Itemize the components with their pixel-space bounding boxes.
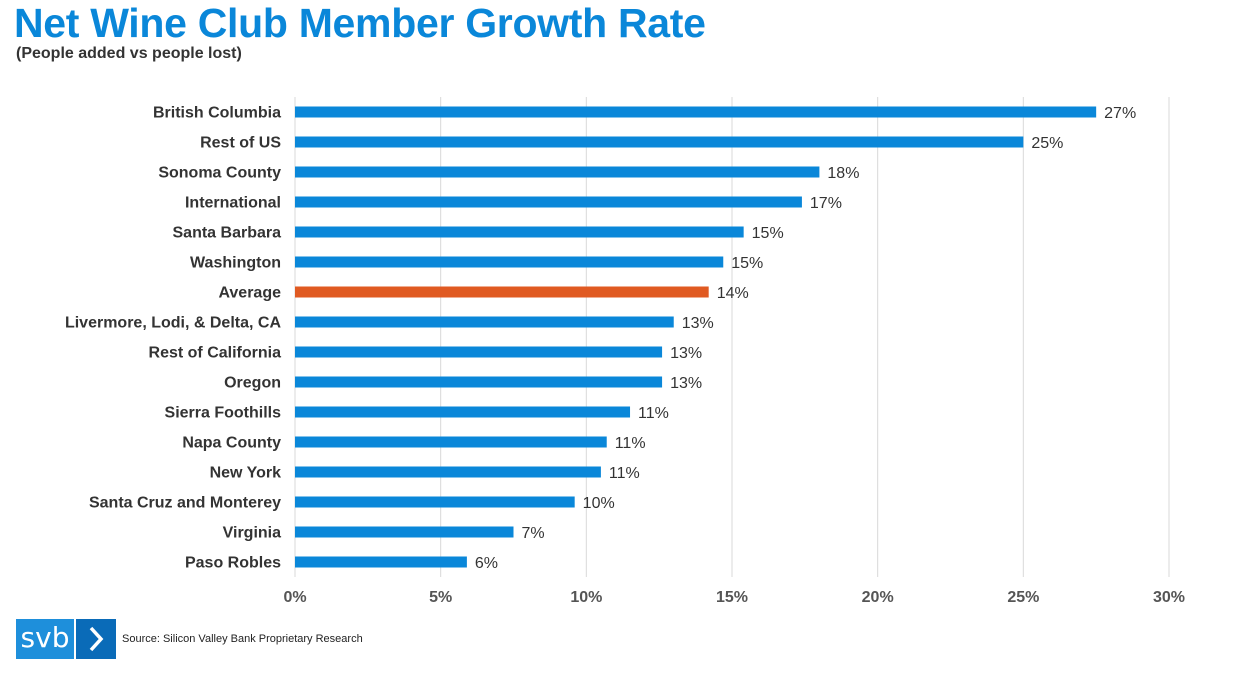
category-label: Rest of California (149, 345, 282, 362)
category-label: Sonoma County (158, 165, 281, 182)
bar-livermore-lodi-delta-ca (295, 316, 674, 328)
value-label: 11% (638, 405, 669, 422)
value-label: 25% (1031, 135, 1063, 152)
footer: svb Source: Silicon Valley Bank Propriet… (16, 619, 363, 659)
chart-title: Net Wine Club Member Growth Rate (14, 0, 706, 46)
category-label: Sierra Foothills (165, 405, 282, 422)
value-label: 13% (682, 315, 714, 332)
bar-santa-barbara (295, 226, 744, 238)
x-tick-label: 30% (1153, 589, 1185, 606)
value-label: 17% (810, 195, 842, 212)
bar-rest-of-california (295, 346, 663, 358)
category-label: Napa County (182, 435, 281, 452)
category-label: Washington (190, 255, 281, 272)
value-label: 14% (717, 285, 749, 302)
chart-subtitle: (People added vs people lost) (16, 45, 242, 62)
category-label: Average (218, 285, 281, 302)
bar-rest-of-us (295, 136, 1024, 148)
value-label: 11% (609, 465, 640, 482)
category-label: Livermore, Lodi, & Delta, CA (65, 315, 281, 332)
category-label: Virginia (223, 525, 281, 542)
value-label: 15% (752, 225, 784, 242)
bar-chart: British Columbia 27% Rest of US 25% Sonoma C… (65, 97, 1185, 606)
bar-paso-robles (295, 556, 467, 568)
value-label: 13% (670, 345, 702, 362)
chevron-right-icon (76, 619, 116, 659)
value-label: 27% (1104, 105, 1136, 122)
value-label: 11% (615, 435, 646, 452)
value-label: 10% (583, 495, 615, 512)
category-label: Oregon (224, 375, 281, 392)
category-label: Rest of US (200, 135, 281, 152)
value-label: 13% (670, 375, 702, 392)
value-label: 15% (731, 255, 763, 272)
category-label: British Columbia (153, 105, 281, 122)
bar-sonoma-county (295, 166, 820, 178)
category-label: Paso Robles (185, 555, 281, 572)
bar-new-york (295, 466, 601, 478)
value-label: 7% (522, 525, 545, 542)
value-label: 6% (475, 555, 498, 572)
bar-oregon (295, 376, 663, 388)
bar-virginia (295, 526, 514, 538)
category-label: International (185, 195, 281, 212)
value-label: 18% (827, 165, 859, 182)
bar-napa-county (295, 436, 607, 448)
x-tick-label: 25% (1007, 589, 1039, 606)
x-tick-label: 0% (283, 589, 306, 606)
source-note: Source: Silicon Valley Bank Proprietary … (122, 633, 363, 645)
x-tick-label: 10% (570, 589, 602, 606)
bar-washington (295, 256, 724, 268)
bar-average (295, 286, 709, 298)
bar-british-columbia (295, 106, 1097, 118)
x-tick-label: 20% (862, 589, 894, 606)
svb-logo: svb (16, 619, 116, 659)
bar-international (295, 196, 802, 208)
x-tick-label: 15% (716, 589, 748, 606)
x-tick-label: 5% (429, 589, 452, 606)
bar-sierra-foothills (295, 406, 631, 418)
category-label: Santa Cruz and Monterey (89, 495, 281, 512)
category-label: Santa Barbara (173, 225, 282, 242)
bar-santa-cruz-and-monterey (295, 496, 575, 508)
logo-text: svb (16, 619, 74, 659)
category-label: New York (210, 465, 282, 482)
